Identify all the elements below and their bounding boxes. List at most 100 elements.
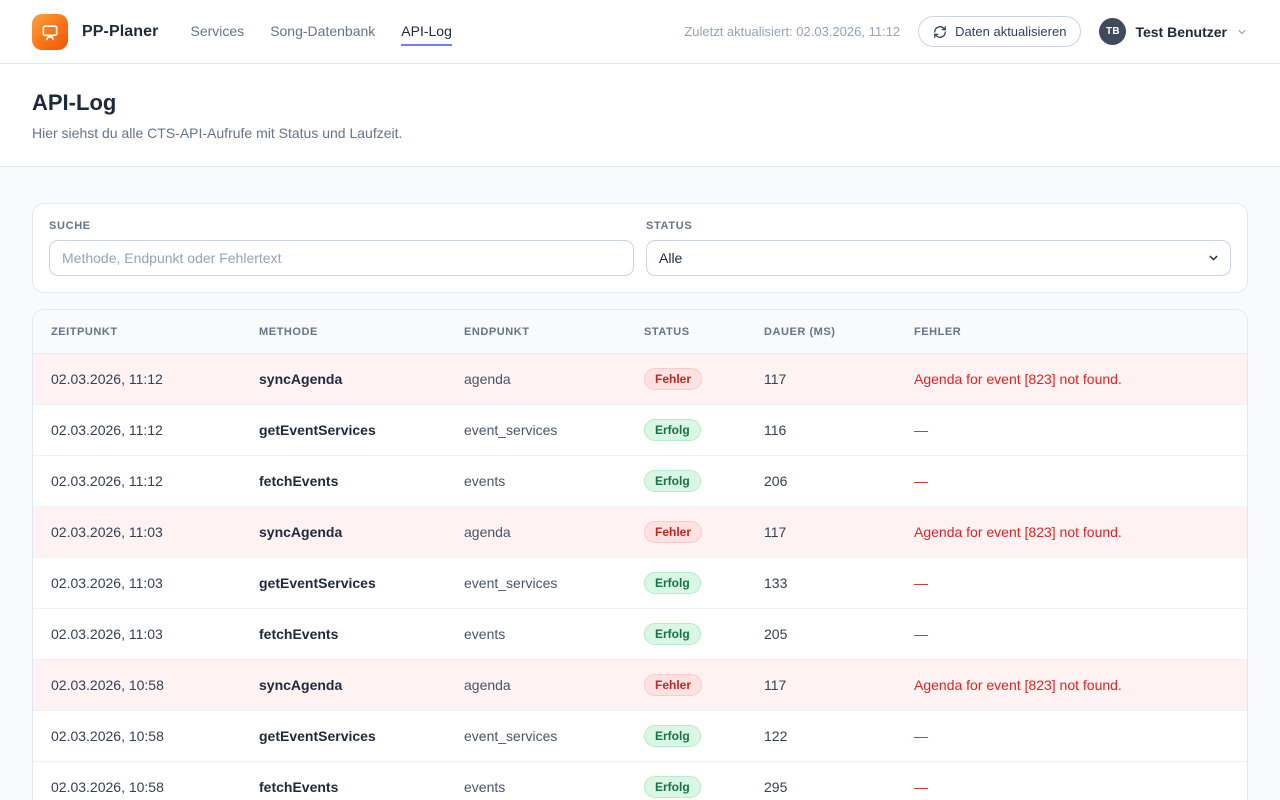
cell-endpunkt: agenda [446, 506, 626, 558]
cell-fehler: — [896, 557, 1247, 609]
col-endpunkt: Endpunkt [446, 310, 626, 354]
cell-fehler: Agenda for event [823] not found. [896, 659, 1247, 711]
status-badge: Erfolg [644, 572, 701, 594]
search-input[interactable] [49, 240, 634, 276]
cell-dauer: 116 [746, 404, 896, 456]
status-badge: Erfolg [644, 419, 701, 441]
cell-endpunkt: event_services [446, 404, 626, 456]
user-menu[interactable]: TB Test Benutzer [1099, 18, 1248, 45]
col-dauer: Dauer (ms) [746, 310, 896, 354]
cell-methode: getEventServices [241, 404, 446, 456]
last-updated-text: Zuletzt aktualisiert: 02.03.2026, 11:12 [684, 24, 901, 39]
cell-status: Erfolg [626, 608, 746, 660]
main-content: Suche Status Alle [0, 167, 1280, 800]
top-navbar: PP-Planer Services Song-Datenbank API-Log … [0, 0, 1280, 64]
cell-fehler: Agenda for event [823] not found. [896, 353, 1247, 405]
user-name: Test Benutzer [1135, 23, 1227, 40]
cell-status: Erfolg [626, 710, 746, 762]
table-row: 02.03.2026, 11:12 getEventServices event… [33, 404, 1247, 456]
filter-card: Suche Status Alle [32, 203, 1248, 293]
col-methode: Methode [241, 310, 446, 354]
cell-dauer: 295 [746, 761, 896, 800]
table-row: 02.03.2026, 10:58 getEventServices event… [33, 710, 1247, 762]
log-table: Zeitpunkt Methode Endpunkt Status Dauer … [33, 310, 1247, 800]
cell-methode: syncAgenda [241, 659, 446, 711]
table-row: 02.03.2026, 10:58 syncAgenda agenda Fehl… [33, 659, 1247, 711]
avatar: TB [1099, 18, 1127, 45]
cell-zeitpunkt: 02.03.2026, 11:12 [33, 404, 241, 456]
cell-dauer: 205 [746, 608, 896, 660]
brand: PP-Planer [32, 13, 159, 50]
brand-name: PP-Planer [82, 22, 159, 40]
cell-zeitpunkt: 02.03.2026, 11:03 [33, 608, 241, 660]
cell-status: Fehler [626, 506, 746, 558]
app-logo [32, 13, 68, 50]
cell-zeitpunkt: 02.03.2026, 11:12 [33, 353, 241, 405]
page-subtitle: Hier siehst du alle CTS-API-Aufrufe mit … [32, 125, 403, 141]
status-badge: Erfolg [644, 725, 701, 747]
cell-methode: fetchEvents [241, 455, 446, 507]
cell-zeitpunkt: 02.03.2026, 10:58 [33, 659, 241, 711]
cell-methode: syncAgenda [241, 353, 446, 405]
cell-status: Erfolg [626, 761, 746, 800]
cell-dauer: 117 [746, 659, 896, 711]
col-zeitpunkt: Zeitpunkt [33, 310, 241, 354]
table-row: 02.03.2026, 11:03 getEventServices event… [33, 557, 1247, 609]
log-table-card: Zeitpunkt Methode Endpunkt Status Dauer … [32, 309, 1248, 800]
cell-fehler: — [896, 455, 1247, 507]
cell-dauer: 133 [746, 557, 896, 609]
cell-endpunkt: events [446, 608, 626, 660]
log-table-body: 02.03.2026, 11:12 syncAgenda agenda Fehl… [33, 353, 1247, 800]
cell-dauer: 117 [746, 506, 896, 558]
cell-status: Erfolg [626, 557, 746, 609]
status-badge: Fehler [644, 368, 703, 390]
chevron-down-icon [1236, 26, 1248, 38]
status-badge: Erfolg [644, 470, 701, 492]
col-status: Status [626, 310, 746, 354]
status-field-group: Status Alle [646, 220, 1231, 276]
cell-status: Fehler [626, 353, 746, 405]
cell-endpunkt: events [446, 761, 626, 800]
cell-methode: getEventServices [241, 710, 446, 762]
cell-endpunkt: event_services [446, 710, 626, 762]
cell-status: Fehler [626, 659, 746, 711]
refresh-icon [933, 25, 947, 39]
cell-endpunkt: agenda [446, 353, 626, 405]
status-badge: Erfolg [644, 623, 701, 645]
nav-item-api-log[interactable]: API-Log [401, 17, 452, 46]
cell-status: Erfolg [626, 455, 746, 507]
table-row: 02.03.2026, 10:58 fetchEvents events Erf… [33, 761, 1247, 800]
cell-fehler: Agenda for event [823] not found. [896, 506, 1247, 558]
table-row: 02.03.2026, 11:12 fetchEvents events Erf… [33, 455, 1247, 507]
page-header: API-Log Hier siehst du alle CTS-API-Aufr… [0, 64, 1280, 167]
search-field-group: Suche [49, 220, 634, 276]
table-row: 02.03.2026, 11:03 syncAgenda agenda Fehl… [33, 506, 1247, 558]
search-label: Suche [49, 220, 91, 232]
status-select[interactable]: Alle [646, 240, 1231, 276]
cell-endpunkt: event_services [446, 557, 626, 609]
presentation-icon [40, 22, 60, 42]
log-table-head: Zeitpunkt Methode Endpunkt Status Dauer … [33, 310, 1247, 354]
primary-nav: Services Song-Datenbank API-Log [191, 17, 452, 46]
navbar-right: Zuletzt aktualisiert: 02.03.2026, 11:12 … [684, 16, 1248, 47]
status-select-wrap: Alle [646, 240, 1231, 276]
page-title: API-Log [32, 90, 117, 115]
cell-methode: syncAgenda [241, 506, 446, 558]
cell-dauer: 206 [746, 455, 896, 507]
cell-fehler: — [896, 710, 1247, 762]
nav-item-song-datenbank[interactable]: Song-Datenbank [270, 23, 376, 39]
status-badge: Fehler [644, 521, 703, 543]
cell-endpunkt: agenda [446, 659, 626, 711]
cell-zeitpunkt: 02.03.2026, 11:03 [33, 557, 241, 609]
cell-fehler: — [896, 761, 1247, 800]
cell-methode: getEventServices [241, 557, 446, 609]
cell-endpunkt: events [446, 455, 626, 507]
status-badge: Erfolg [644, 776, 701, 798]
status-badge: Fehler [644, 674, 703, 696]
cell-methode: fetchEvents [241, 761, 446, 800]
cell-zeitpunkt: 02.03.2026, 11:03 [33, 506, 241, 558]
cell-dauer: 122 [746, 710, 896, 762]
refresh-data-button[interactable]: Daten aktualisieren [918, 16, 1082, 47]
nav-item-services[interactable]: Services [190, 23, 245, 39]
cell-zeitpunkt: 02.03.2026, 10:58 [33, 761, 241, 800]
